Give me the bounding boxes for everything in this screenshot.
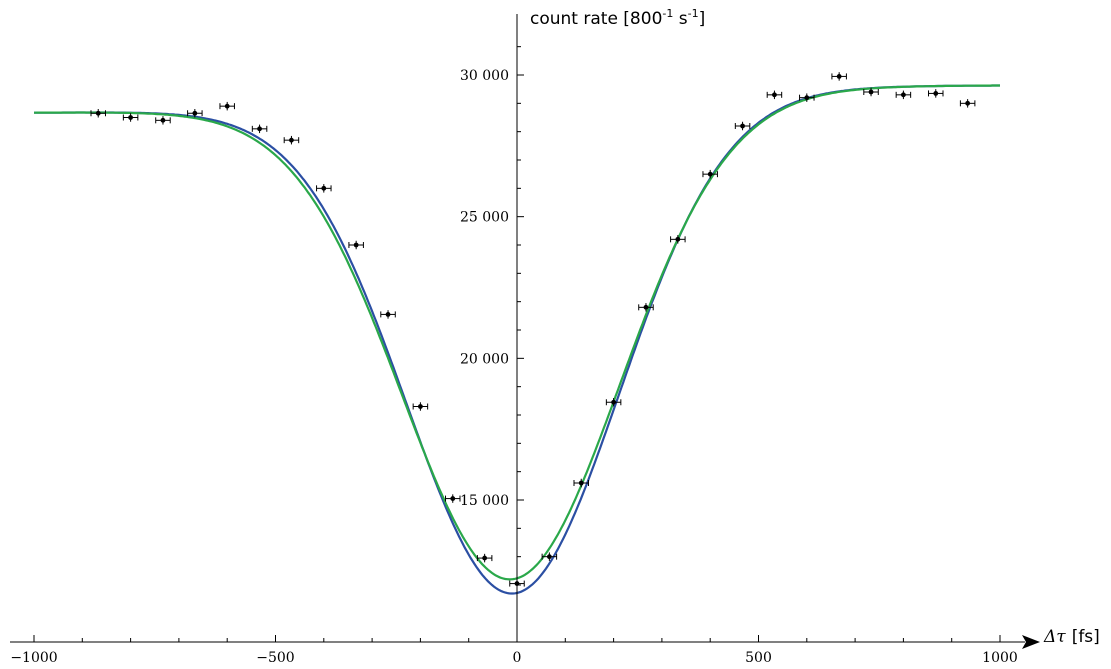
y-tick-label: 20 000 — [460, 351, 509, 367]
data-point — [380, 310, 396, 319]
data-point — [573, 478, 589, 488]
y-ticks: 15 000 20 000 25 000 30 000 — [460, 46, 524, 586]
data-point — [831, 72, 847, 81]
data-marker — [128, 115, 134, 120]
x-tick-label: 0 — [513, 650, 522, 666]
data-marker — [321, 185, 327, 191]
data-point — [959, 99, 976, 108]
data-point — [187, 109, 203, 118]
y-tick-label: 25 000 — [460, 210, 509, 226]
data-marker — [611, 399, 616, 405]
data-point — [766, 90, 783, 100]
data-point — [251, 124, 268, 134]
data-point — [670, 235, 686, 244]
y-tick-label: 15 000 — [460, 493, 509, 509]
data-marker — [289, 137, 294, 143]
data-marker — [740, 123, 745, 129]
data-marker — [675, 236, 681, 242]
x-tick-label: −1000 — [10, 650, 57, 666]
data-point — [702, 169, 718, 179]
data-marker — [546, 554, 552, 560]
data-marker — [450, 496, 456, 501]
data-point — [605, 398, 622, 407]
data-marker — [482, 555, 488, 561]
data-marker — [901, 92, 906, 98]
y-tick-label: 30 000 — [460, 68, 509, 84]
data-marker — [257, 126, 262, 132]
data-point — [90, 109, 106, 118]
data-point — [219, 101, 235, 111]
data-point — [928, 89, 944, 98]
data-point — [638, 303, 654, 312]
data-marker — [836, 74, 842, 79]
data-point — [734, 121, 751, 131]
data-marker — [868, 89, 874, 95]
data-marker — [224, 103, 230, 109]
data-marker — [804, 95, 810, 101]
data-marker — [772, 92, 777, 98]
x-tick-label: 1000 — [982, 650, 1018, 666]
x-tick-label: −500 — [256, 650, 294, 666]
data-points — [90, 72, 976, 588]
data-point — [412, 402, 429, 411]
data-marker — [353, 242, 359, 248]
data-point — [316, 184, 332, 193]
data-point — [122, 113, 139, 122]
data-marker — [95, 110, 101, 116]
data-marker — [933, 91, 939, 96]
data-marker — [643, 304, 649, 310]
data-marker — [192, 110, 198, 116]
x-axis-arrow-icon — [1022, 635, 1040, 649]
axes: −1000 −500 0 500 1000 15 000 20 000 25 000 30 0… — [10, 14, 1040, 666]
data-point — [445, 494, 461, 503]
data-point — [283, 135, 300, 145]
data-marker — [418, 404, 423, 409]
data-point — [541, 552, 558, 561]
x-axis-title: Δτ [fs] — [1043, 627, 1100, 647]
x-ticks: −1000 −500 0 500 1000 — [10, 635, 1018, 666]
x-tick-label: 500 — [745, 650, 772, 666]
data-point — [348, 240, 364, 250]
y-axis-title: count rate [800-1 s-1] — [530, 7, 705, 29]
data-marker — [160, 117, 166, 123]
data-point — [476, 553, 493, 563]
data-point — [155, 116, 171, 125]
data-marker — [385, 312, 391, 317]
data-marker — [965, 100, 971, 106]
data-point — [863, 87, 879, 97]
data-marker — [707, 171, 713, 177]
data-point — [895, 90, 912, 100]
data-marker — [578, 480, 584, 486]
data-point — [799, 93, 815, 102]
